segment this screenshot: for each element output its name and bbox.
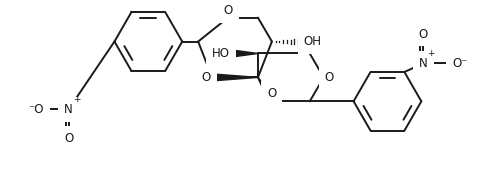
Polygon shape <box>258 77 275 103</box>
Text: N: N <box>419 57 428 70</box>
Text: O: O <box>64 132 73 145</box>
Text: O⁻: O⁻ <box>452 57 468 70</box>
Text: O: O <box>419 28 428 40</box>
Text: HO: HO <box>212 47 230 60</box>
Text: N: N <box>64 103 73 116</box>
Text: O: O <box>267 87 277 100</box>
Text: ⁻O: ⁻O <box>28 103 44 116</box>
Text: O: O <box>267 87 277 100</box>
Text: O: O <box>202 71 211 84</box>
Polygon shape <box>212 74 258 81</box>
Text: +: + <box>73 95 80 104</box>
Polygon shape <box>232 50 258 57</box>
Text: O: O <box>325 71 334 84</box>
Text: O: O <box>202 71 211 84</box>
Text: +: + <box>428 50 435 58</box>
Text: OH: OH <box>304 35 322 48</box>
Text: O: O <box>224 4 233 17</box>
